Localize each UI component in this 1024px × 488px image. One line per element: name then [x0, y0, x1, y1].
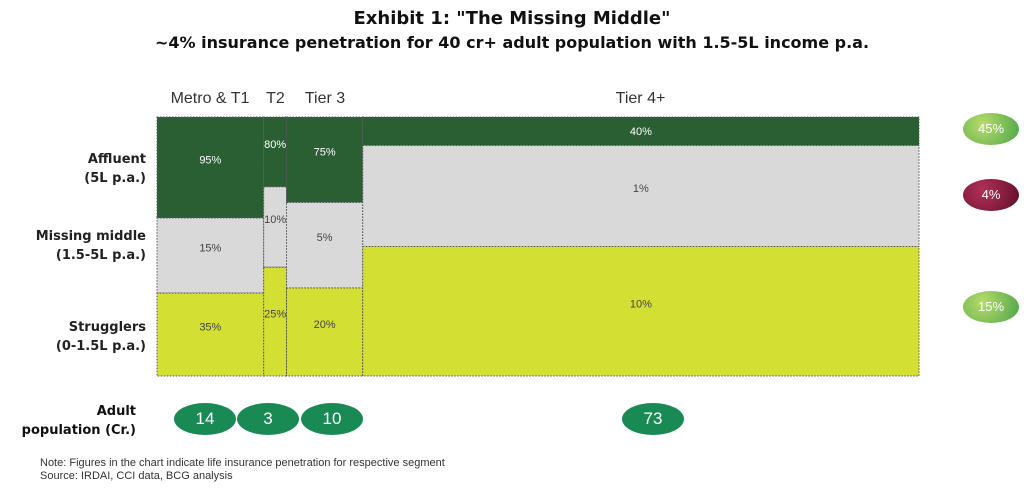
segment-affluent-3 [362, 116, 920, 146]
segment-label-strugglers-3: 10% [630, 298, 652, 310]
column-header-tier3: Tier 3 [304, 90, 346, 107]
total-badge-strugglers: 15% [963, 291, 1019, 323]
row-label-missing-middle: Missing middle (1.5-5L p.a.) [0, 227, 146, 265]
population-badge-metro-t1: 14 [174, 403, 236, 435]
segment-affluent-0 [156, 116, 265, 219]
population-badge-tier4: 73 [622, 403, 684, 435]
segment-missing-middle-1 [263, 186, 288, 268]
segment-label-affluent-0: 95% [199, 155, 221, 167]
population-label: Adult population (Cr.) [0, 402, 136, 440]
population-badge-tier3: 10 [301, 403, 363, 435]
segment-missing-middle-3 [362, 144, 920, 248]
population-label-line1: Adult [96, 404, 136, 419]
row-label-strugglers-range: (0-1.5L p.a.) [55, 339, 146, 354]
row-label-missing-middle-range: (1.5-5L p.a.) [55, 248, 146, 263]
total-badge-affluent: 45% [963, 113, 1019, 145]
population-label-line2: population (Cr.) [21, 423, 136, 438]
chart-subtitle: ~4% insurance penetration for 40 cr+ adu… [154, 33, 870, 52]
segment-label-strugglers-2: 20% [314, 319, 336, 331]
column-header-tier4: Tier 4+ [615, 90, 666, 107]
segment-strugglers-2 [286, 287, 364, 377]
chart-note: Note: Figures in the chart indicate life… [40, 457, 445, 469]
row-label-affluent: Affluent (5L p.a.) [0, 150, 146, 188]
segment-affluent-2 [286, 116, 364, 203]
segment-label-missing-middle-3: 1% [633, 183, 649, 195]
row-label-missing-middle-name: Missing middle [35, 229, 146, 244]
row-label-strugglers-name: Strugglers [68, 320, 146, 335]
segment-missing-middle-0 [156, 217, 265, 294]
column-header-t2: T2 [266, 90, 285, 107]
row-label-affluent-range: (5L p.a.) [84, 171, 146, 186]
chart-source: Source: IRDAI, CCI data, BCG analysis [40, 470, 233, 482]
segment-label-strugglers-1: 25% [264, 309, 286, 321]
segment-strugglers-1 [263, 266, 288, 377]
segment-affluent-1 [263, 116, 288, 188]
segment-label-missing-middle-2: 5% [317, 232, 333, 244]
column-header-metro-t1: Metro & T1 [170, 90, 250, 107]
row-label-affluent-name: Affluent [87, 152, 146, 167]
segment-label-missing-middle-1: 10% [264, 214, 286, 226]
segment-strugglers-0 [156, 292, 265, 377]
segment-missing-middle-2 [286, 201, 364, 289]
chart-title: Exhibit 1: "The Missing Middle" [353, 8, 671, 29]
segment-label-affluent-1: 80% [264, 139, 286, 151]
segment-label-missing-middle-0: 15% [199, 243, 221, 255]
total-badge-missing-middle: 4% [963, 179, 1019, 211]
row-label-strugglers: Strugglers (0-1.5L p.a.) [0, 318, 146, 356]
segment-label-affluent-3: 40% [630, 126, 652, 138]
population-badge-t2: 3 [237, 403, 299, 435]
segment-label-strugglers-0: 35% [199, 322, 221, 334]
segment-strugglers-3 [362, 246, 920, 377]
segment-label-affluent-2: 75% [314, 147, 336, 159]
